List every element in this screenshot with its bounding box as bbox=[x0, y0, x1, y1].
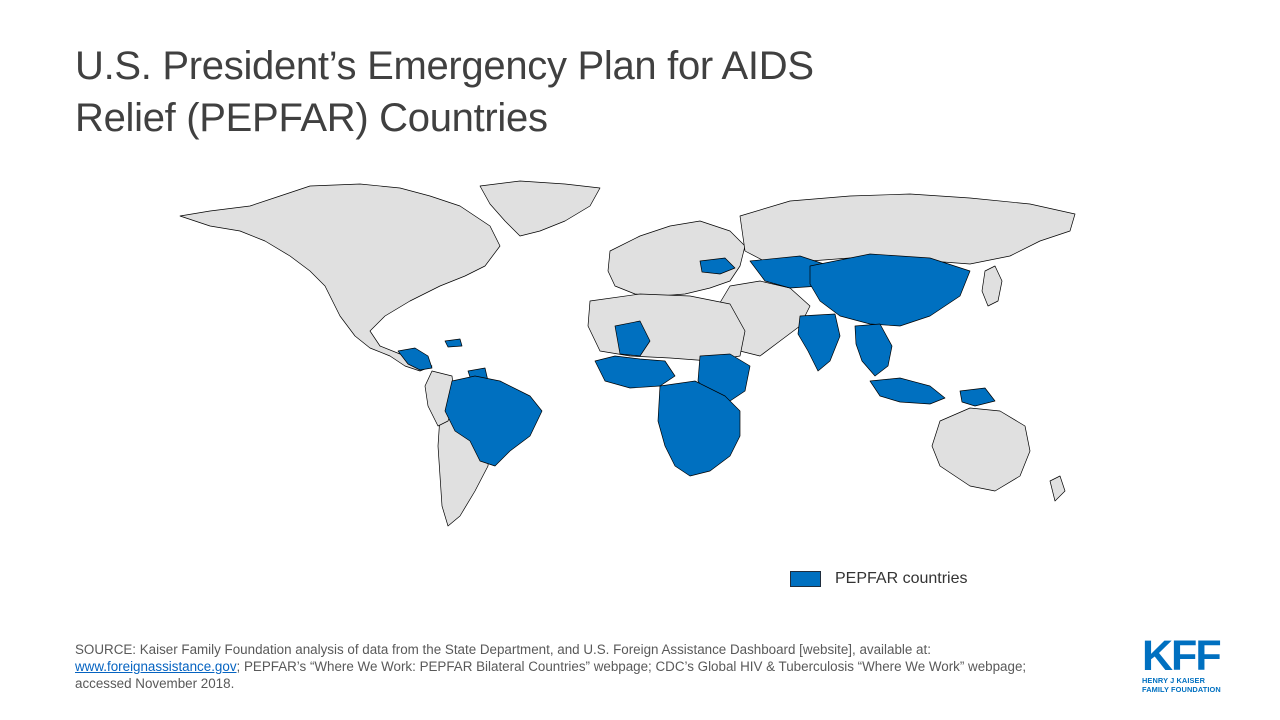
region-europe bbox=[607, 220, 746, 297]
source-note: SOURCE: Kaiser Family Foundation analysi… bbox=[75, 641, 1085, 692]
world-map bbox=[170, 176, 1085, 536]
region-north-america bbox=[179, 183, 501, 372]
title-line-1: U.S. President’s Emergency Plan for AIDS bbox=[75, 44, 814, 88]
page-title: U.S. President’s Emergency Plan for AIDS… bbox=[75, 40, 975, 144]
legend-label-pepfar: PEPFAR countries bbox=[835, 570, 968, 587]
source-link[interactable]: www.foreignassistance.gov bbox=[75, 659, 237, 674]
region-japan bbox=[981, 265, 1003, 307]
region-north-africa bbox=[587, 293, 746, 362]
source-prefix: SOURCE: Kaiser Family Foundation analysi… bbox=[75, 642, 931, 657]
kff-logo-subtitle: HENRY J KAISER FAMILY FOUNDATION bbox=[1142, 676, 1237, 694]
region-indonesia bbox=[869, 377, 946, 405]
region-southern-africa bbox=[657, 380, 741, 477]
kff-logo-mark: KFF bbox=[1142, 632, 1222, 680]
region-caribbean bbox=[444, 338, 463, 348]
region-russia bbox=[739, 193, 1076, 265]
region-southeast-asia bbox=[854, 323, 893, 377]
kff-logo: KFF HENRY J KAISER FAMILY FOUNDATION bbox=[1142, 632, 1237, 695]
region-brazil bbox=[444, 375, 543, 467]
title-line-2: Relief (PEPFAR) Countries bbox=[75, 96, 548, 140]
region-mali bbox=[614, 320, 651, 357]
region-central-america bbox=[397, 347, 433, 371]
kff-logo-line-2: FAMILY FOUNDATION bbox=[1142, 685, 1221, 694]
region-india bbox=[797, 313, 841, 372]
region-china bbox=[809, 253, 971, 327]
kff-logo-line-1: HENRY J KAISER bbox=[1142, 676, 1206, 685]
region-greenland bbox=[479, 180, 601, 237]
map-legend: PEPFAR countries bbox=[790, 570, 968, 588]
legend-swatch-pepfar bbox=[790, 571, 821, 587]
region-ukraine bbox=[699, 257, 736, 275]
region-australia bbox=[931, 407, 1031, 492]
source-suffix: ; PEPFAR’s “Where We Work: PEPFAR Bilate… bbox=[75, 659, 1027, 691]
region-papua-new-guinea bbox=[959, 387, 996, 407]
region-new-zealand bbox=[1049, 475, 1066, 502]
world-map-svg bbox=[179, 180, 1076, 527]
region-west-africa bbox=[594, 355, 676, 389]
